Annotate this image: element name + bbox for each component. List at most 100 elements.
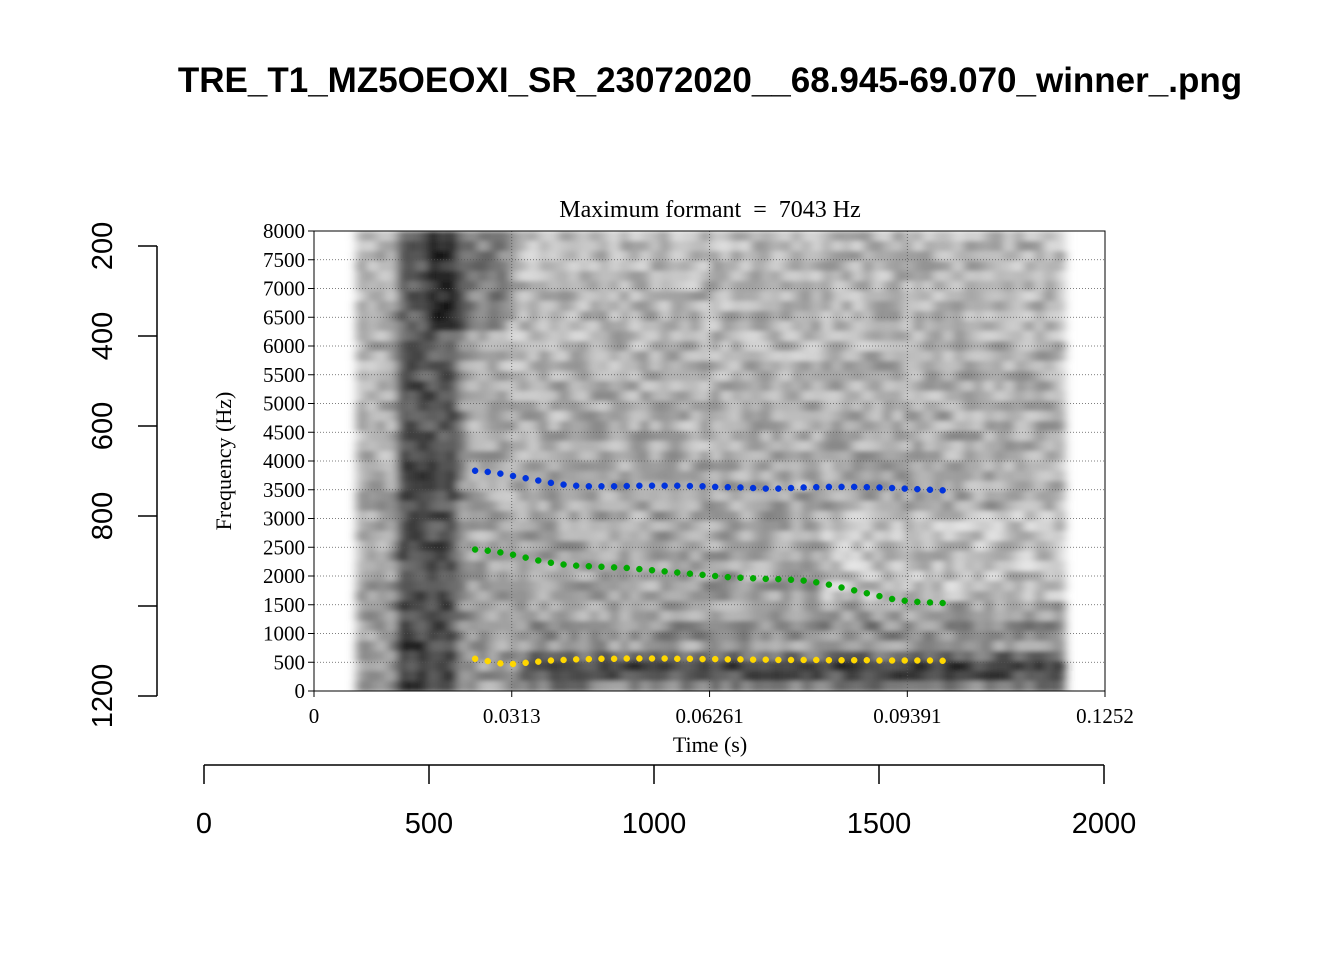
spectrogram-cell [1034, 341, 1046, 352]
y-tick-label: 1500 [263, 593, 305, 617]
spectrogram-cell [386, 371, 398, 382]
spectrogram-cell [771, 641, 783, 652]
spectrogram-cell [548, 451, 560, 462]
spectrogram-cell [669, 231, 681, 242]
spectrogram-cell [983, 451, 995, 462]
spectrogram-cell [619, 601, 631, 612]
spectrogram-cell [457, 551, 469, 562]
spectrogram-cell [943, 491, 955, 502]
spectrogram-cell [487, 571, 499, 582]
spectrogram-cell [649, 651, 661, 662]
spectrogram-cell [558, 301, 570, 312]
spectrogram-cell [963, 651, 975, 662]
spectrogram-cell [791, 541, 803, 552]
spectrogram-cell [457, 321, 469, 332]
spectrogram-cell [811, 311, 823, 322]
spectrogram-cell [1024, 671, 1036, 682]
spectrogram-cell [1054, 481, 1066, 492]
spectrogram-cell [518, 671, 530, 682]
spectrogram-cell [406, 601, 418, 612]
spectrogram-cell [487, 521, 499, 532]
spectrogram-cell [518, 651, 530, 662]
spectrogram-cell [528, 301, 540, 312]
spectrogram-cell [922, 621, 934, 632]
spectrogram-cell [922, 601, 934, 612]
spectrogram-cell [690, 411, 702, 422]
spectrogram-cell [568, 581, 580, 592]
spectrogram-cell [578, 601, 590, 612]
spectrogram-cell [730, 301, 742, 312]
spectrogram-cell [902, 461, 914, 472]
spectrogram-cell [1024, 441, 1036, 452]
spectrogram-cell [508, 281, 520, 292]
spectrogram-cell [356, 621, 368, 632]
spectrogram-cell [406, 321, 418, 332]
spectrogram-cell [427, 541, 439, 552]
spectrogram-cell [943, 511, 955, 522]
spectrogram-cell [730, 391, 742, 402]
spectrogram-cell [740, 311, 752, 322]
spectrogram-cell [973, 661, 985, 672]
spectrogram-cell [771, 471, 783, 482]
spectrogram-cell [366, 261, 378, 272]
spectrogram-cell [953, 671, 965, 682]
spectrogram-cell [892, 371, 904, 382]
spectrogram-cell [497, 351, 509, 362]
spectrogram-cell [508, 271, 520, 282]
spectrogram-cell [669, 661, 681, 672]
spectrogram-cell [467, 421, 479, 432]
spectrogram-cell [811, 261, 823, 272]
spectrogram-cell [437, 401, 449, 412]
spectrogram-cell [882, 601, 894, 612]
spectrogram-cell [578, 611, 590, 622]
spectrogram-cell [356, 241, 368, 252]
spectrogram-cell [487, 591, 499, 602]
spectrogram-cell [659, 491, 671, 502]
spectrogram-cell [1013, 451, 1025, 462]
spectrogram [356, 231, 1066, 691]
spectrogram-cell [720, 461, 732, 472]
spectrogram-cell [852, 571, 864, 582]
spectrogram-cell [700, 631, 712, 642]
spectrogram-cell [1034, 431, 1046, 442]
spectrogram-cell [457, 671, 469, 682]
spectrogram-cell [781, 481, 793, 492]
spectrogram-cell [1024, 261, 1036, 272]
spectrogram-cell [1044, 671, 1056, 682]
spectrogram-cell [417, 551, 428, 562]
spectrogram-cell [406, 441, 418, 452]
spectrogram-cell [669, 251, 681, 262]
spectrogram-cell [761, 291, 772, 302]
spectrogram-cell [872, 371, 884, 382]
spectrogram-cell [771, 681, 783, 691]
spectrogram-cell [811, 451, 823, 462]
spectrogram-cell [1013, 481, 1025, 492]
spectrogram-cell [599, 491, 611, 502]
spectrogram-cell [568, 311, 580, 322]
spectrogram-cell [629, 491, 641, 502]
spectrogram-cell [730, 281, 742, 292]
spectrogram-cell [528, 241, 540, 252]
spectrogram-cell [791, 681, 803, 691]
spectrogram-cell [609, 431, 621, 442]
spectrogram-cell [629, 681, 641, 691]
spectrogram-cell [791, 281, 803, 292]
spectrogram-cell [811, 661, 823, 672]
spectrogram-cell [659, 351, 671, 362]
spectrogram-cell [761, 491, 772, 502]
spectrogram-cell [1003, 511, 1015, 522]
spectrogram-cell [680, 531, 692, 542]
spectrogram-cell [386, 631, 398, 642]
spectrogram-cell [801, 401, 813, 412]
spectrogram-cell [963, 551, 975, 562]
spectrogram-cell [862, 331, 874, 342]
spectrogram-cell [761, 401, 772, 412]
spectrogram-cell [740, 421, 752, 432]
spectrogram-cell [1013, 381, 1025, 392]
spectrogram-cell [1034, 521, 1046, 532]
spectrogram-cell [953, 291, 965, 302]
spectrogram-cell [740, 541, 752, 552]
spectrogram-cell [993, 281, 1005, 292]
formant-point [787, 484, 795, 492]
spectrogram-cell [396, 601, 408, 612]
